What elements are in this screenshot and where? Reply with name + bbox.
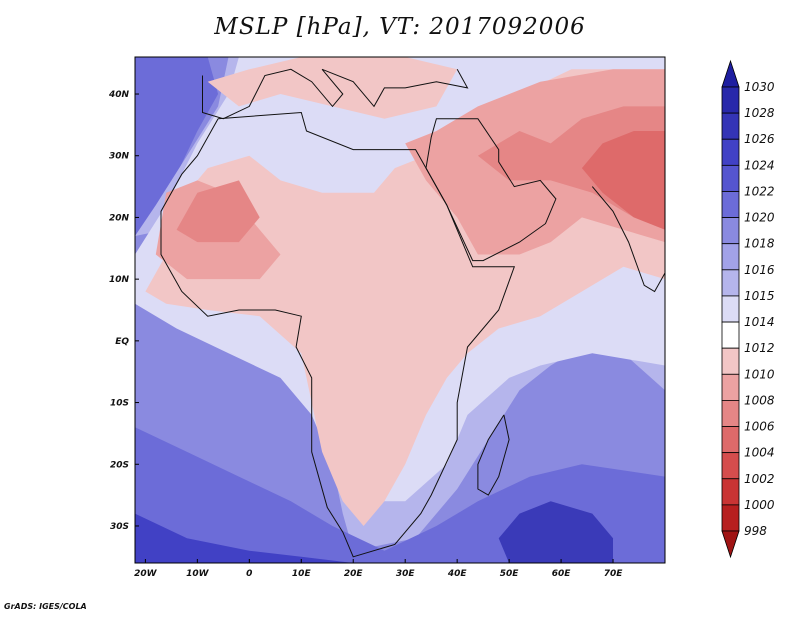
colorbar-label: 1006 <box>744 420 775 434</box>
border-africa-coastline <box>160 111 516 558</box>
colorbar-segment <box>721 243 740 271</box>
colorbar-label: 1022 <box>744 184 775 198</box>
colorbar-segment <box>721 478 740 506</box>
colorbar-label: 1004 <box>744 446 775 460</box>
colorbar-label: 1020 <box>744 211 775 225</box>
lat-tick-label: 10S <box>110 399 129 409</box>
lon-tick-label: 20E <box>344 569 364 579</box>
region-southern-1024 <box>135 513 354 563</box>
colorbar-bottom-arrow <box>721 530 740 559</box>
colorbar-segment <box>721 426 740 454</box>
colorbar-label: 1015 <box>744 289 775 303</box>
region-mediterranean-1012 <box>207 57 458 119</box>
lon-tick-label: 10E <box>292 569 312 579</box>
colorbar-segment <box>721 295 740 323</box>
lat-tick-label: 20S <box>110 460 129 470</box>
colorbar-label: 1012 <box>744 341 775 355</box>
longitude-ticks: 20W 10W 0 10E 20E 30E 40E 50E 60E 70E <box>134 559 623 579</box>
lon-tick-label: 20W <box>134 569 158 579</box>
lon-tick-label: 0 <box>246 569 252 579</box>
lat-tick-label: EQ <box>115 337 129 347</box>
colorbar-label: 1026 <box>744 132 775 146</box>
lat-tick-label: 30S <box>110 522 129 532</box>
colorbar-segment <box>721 400 740 427</box>
colorbar-label: 1008 <box>744 393 775 407</box>
colorbar-label: 1014 <box>744 315 775 329</box>
lon-tick-label: 60E <box>552 569 572 579</box>
colorbar-segment <box>721 217 740 245</box>
colorbar-top-arrow <box>721 59 740 88</box>
map-frame <box>134 56 666 564</box>
lon-tick-label: 10W <box>186 569 210 579</box>
credit-text: GrADS: IGES/COLA <box>4 602 87 611</box>
lon-tick-label: 50E <box>500 569 520 579</box>
colorbar-segment <box>721 347 740 375</box>
colorbar-segment <box>721 191 740 218</box>
lon-tick-label: 70E <box>604 569 624 579</box>
border-arabia-coastline <box>425 118 557 262</box>
colorbar-segment <box>721 164 740 192</box>
colorbar-label: 1010 <box>744 367 775 381</box>
colorbar: 1030 1028 1026 1024 1022 1020 1018 1016 1015 1014… <box>721 59 775 559</box>
colorbar-segment <box>721 373 740 401</box>
colorbar-segment <box>721 452 740 480</box>
colorbar-label: 1030 <box>744 80 775 94</box>
lat-tick-label: 20N <box>109 213 130 223</box>
border-europe-coastline <box>202 68 469 120</box>
region-mali-1008 <box>176 180 260 243</box>
lat-tick-label: 10N <box>109 275 130 285</box>
region-north-atlantic-high <box>135 57 219 236</box>
border-madagascar <box>477 414 510 496</box>
colorbar-segment <box>721 112 740 140</box>
colorbar-label: 998 <box>744 524 767 538</box>
colorbar-label: 1024 <box>744 158 775 172</box>
pressure-field <box>135 57 665 563</box>
border-india-coastline <box>591 69 665 293</box>
colorbar-segment <box>721 321 740 349</box>
latitude-ticks: 40N 30N 20N 10N EQ 10S 20S 30S <box>108 90 139 532</box>
region-indian-ocean-high <box>498 501 613 563</box>
colorbar-segment <box>721 138 740 166</box>
coastlines <box>160 68 665 558</box>
colorbar-segment <box>721 504 740 532</box>
colorbar-label: 1018 <box>744 237 775 251</box>
colorbar-label: 1000 <box>744 498 775 512</box>
colorbar-label: 1002 <box>744 472 775 486</box>
colorbar-segment <box>721 269 740 297</box>
colorbar-segment <box>721 86 740 114</box>
lon-tick-label: 30E <box>396 569 416 579</box>
lat-tick-label: 40N <box>108 90 130 100</box>
map-title: MSLP [hPa], VT: 2017092006 <box>214 14 586 40</box>
region-india-1006 <box>581 131 665 230</box>
lat-tick-label: 30N <box>109 152 130 162</box>
colorbar-label: 1028 <box>744 106 775 120</box>
colorbar-label: 1016 <box>744 263 775 277</box>
lon-tick-label: 40E <box>447 569 468 579</box>
